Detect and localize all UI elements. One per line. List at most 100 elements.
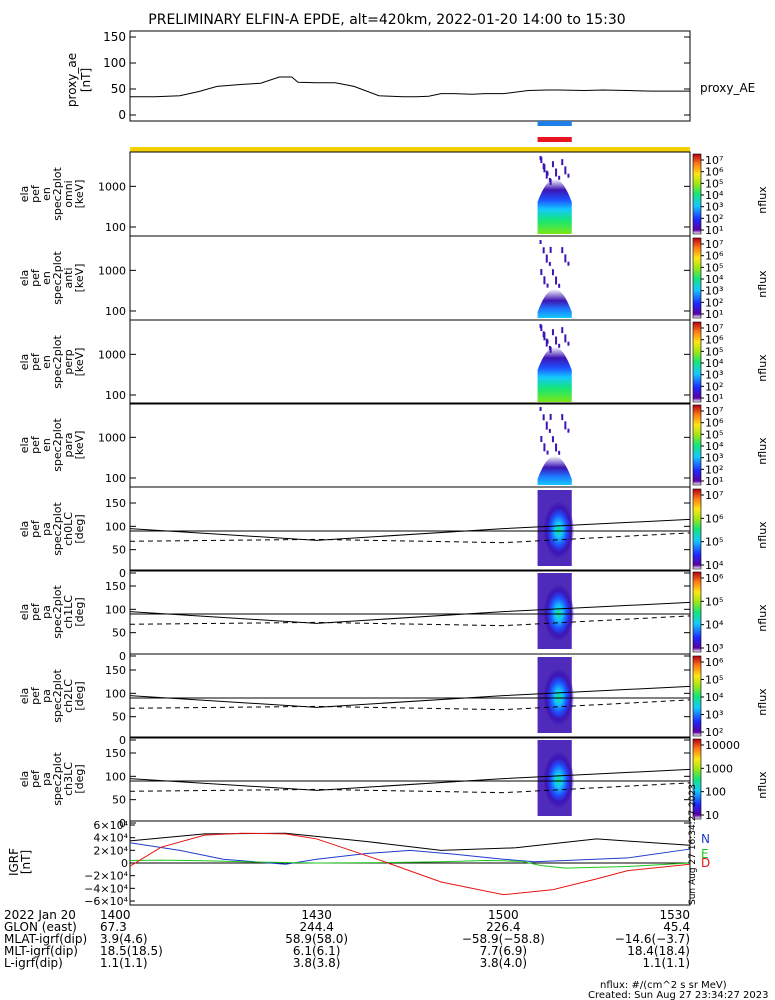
colorbar	[692, 153, 702, 235]
spectrogram-speckle	[558, 175, 561, 180]
panel-ylabel-line: perp	[62, 349, 75, 374]
spectrogram-speckle	[549, 246, 552, 253]
panel-ylabel-line: en	[40, 438, 53, 452]
spectrogram-speckle	[543, 443, 546, 452]
orbit-cell: −14.6(−3.7)	[615, 932, 690, 946]
panel-ylabel-line: ela	[18, 437, 31, 454]
panel-ylabel-line: ela	[18, 521, 31, 538]
panel-ylabel-line: ch1LC	[62, 595, 75, 629]
spectrogram-speckle	[542, 414, 545, 421]
colorbar-tick-label: 10⁷	[705, 405, 723, 418]
pa-tick-label: 0	[119, 567, 126, 580]
panel-ylabel-line: [deg]	[73, 597, 86, 626]
igrf-tick-label: 2×10⁴	[93, 844, 128, 857]
pa-tick-label: 0	[119, 734, 126, 747]
energy-tick-label: 1000	[98, 348, 126, 361]
panel-ylabel-line: spec2plot	[51, 502, 64, 556]
spectrogram-speckle	[542, 247, 545, 254]
spectrogram-speckle	[543, 332, 546, 341]
pa-tick-label: 100	[105, 603, 126, 616]
pa-tick-label: 50	[112, 627, 126, 640]
proxy-ae-ylabel-2: [nT]	[79, 68, 93, 92]
colorbar-tick-label: 10⁵	[705, 595, 723, 608]
colorbar-tick-label: 10⁵	[705, 261, 723, 274]
orbit-cell: 18.4(18.4)	[627, 944, 690, 958]
spectrogram-speckle	[549, 413, 552, 420]
spectrogram-speckle	[543, 164, 546, 173]
colorbar-tick-label: 10⁵	[705, 674, 723, 687]
colorbar-tick-label: 10¹	[705, 224, 723, 237]
orbit-cell: MLT-igrf(dip)	[4, 944, 78, 958]
colorbar-tick-label: 10²	[705, 212, 723, 225]
colorbar-tick-label: 10³	[705, 642, 723, 655]
colorbar-label: nflux	[756, 186, 769, 214]
loss-cone-dashed	[129, 782, 691, 794]
igrf-tick-label: 0	[121, 857, 128, 870]
spectrogram-speckle	[555, 168, 558, 177]
panel-ylabel-line: spec2plot	[51, 167, 64, 221]
colorbar-tick-label: 10³	[705, 369, 723, 382]
proxy-ae-y-ticks: 150 100 50 0	[103, 30, 690, 122]
panel-frame	[129, 736, 691, 822]
panel-ylabel-line: [keV]	[73, 348, 86, 377]
spectrogram-speckle	[540, 436, 543, 442]
panel-ylabel-line: pef	[29, 184, 42, 203]
igrf-series-N	[129, 832, 691, 851]
proxy-ae-series	[130, 76, 690, 98]
science-bar-blue	[537, 121, 572, 126]
igrf-tick-label: −2×10⁴	[84, 870, 128, 883]
pa-flux-core	[543, 585, 574, 642]
energy-tick-label: 100	[105, 472, 126, 485]
colorbar	[692, 237, 702, 319]
panel-ylabel-line: ela	[18, 604, 31, 621]
panel-ylabel-line: pa	[40, 605, 53, 619]
colorbar-tick-label: 10⁷	[705, 154, 723, 167]
colorbar-tick-label: 10⁶	[705, 656, 724, 669]
spectrogram-speckle	[549, 178, 552, 185]
pa-tick-label: 150	[105, 664, 126, 677]
colorbar-label: nflux	[756, 270, 769, 298]
spectrogram-speckle	[567, 428, 570, 433]
orbit-cell: MLAT-igrf(dip)	[4, 932, 87, 946]
pa-tick-label: 50	[112, 711, 126, 724]
pa-tick-label: 0	[119, 650, 126, 663]
spectrogram-speckle	[558, 450, 561, 455]
panel-ylabel-line: ela	[18, 186, 31, 203]
proxy-ae-series-label: proxy_AE	[700, 81, 755, 95]
pa-tick-label: 150	[105, 497, 126, 510]
panel-ylabel-line: spec2plot	[51, 585, 64, 639]
orbit-cell: 45.4	[663, 920, 690, 934]
panel-ylabel-line: para	[62, 433, 75, 458]
spectrogram-speckle	[539, 407, 542, 411]
igrf-legend-N: N	[701, 832, 710, 846]
panel-frame	[129, 402, 691, 488]
orbit-cell: 3.8(4.0)	[480, 956, 528, 970]
colorbar-tick-label: 10000	[705, 739, 740, 752]
colorbar-tick-label: 10²	[705, 296, 723, 309]
panel-ylabel-line: pa	[40, 689, 53, 703]
colorbar-tick-label: 10⁶	[705, 417, 724, 430]
spectrogram-speckle	[539, 240, 542, 244]
panel-ylabel-line: anti	[62, 267, 75, 288]
spectrogram-speckle	[546, 450, 549, 455]
igrf-tick-label: −6×10⁴	[84, 895, 128, 908]
colorbar-tick-label: 10⁴	[705, 559, 724, 572]
igrf-tick-label: −4×10⁴	[84, 882, 128, 895]
spectrogram-speckle	[540, 325, 543, 331]
panel-ylabel-line: en	[40, 187, 53, 201]
igrf-legend-E: E	[701, 847, 709, 861]
spectrogram-speckle	[555, 443, 558, 452]
colorbar-tick-label: 10¹	[705, 475, 723, 488]
orbit-cell: 226.4	[486, 920, 520, 934]
colorbar-tick-label: 10⁶	[705, 334, 724, 347]
colorbar-tick-label: 10⁴	[705, 357, 724, 370]
spectrogram-burst	[537, 179, 572, 234]
colorbar-label: nflux	[756, 354, 769, 382]
colorbar-tick-label: 10³	[705, 285, 723, 298]
pa-tick-label: 100	[105, 687, 126, 700]
loss-cone-solid	[129, 601, 691, 624]
spectrogram-speckle	[540, 269, 543, 275]
